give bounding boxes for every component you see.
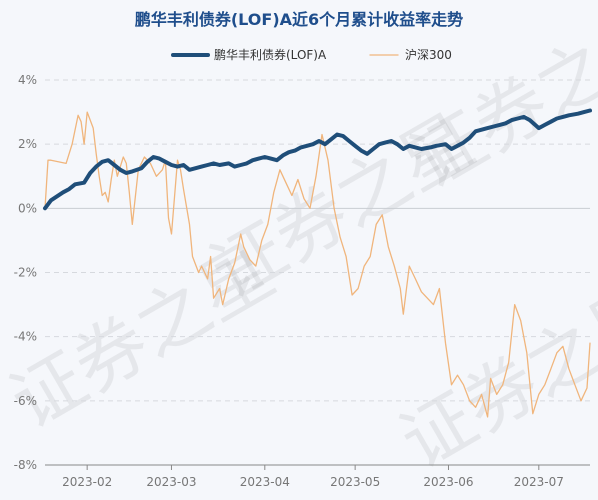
series-line-fund xyxy=(43,108,592,211)
x-tick-label: 2023-05 xyxy=(330,475,380,489)
y-tick-label: -8% xyxy=(14,458,37,472)
x-tick-label: 2023-02 xyxy=(62,475,112,489)
legend-label: 鹏华丰利债券(LOF)A xyxy=(214,47,327,62)
y-tick-label: 2% xyxy=(18,137,37,151)
legend-label: 沪深300 xyxy=(405,48,452,62)
x-tick-label: 2023-06 xyxy=(423,475,473,489)
watermark-text: 证券之星 xyxy=(397,0,598,205)
y-tick-label: -6% xyxy=(14,394,37,408)
y-tick-label: -2% xyxy=(14,266,37,280)
chart-title: 鹏华丰利债券(LOF)A近6个月累计收益率走势 xyxy=(134,10,464,29)
y-tick-label: 0% xyxy=(18,201,37,215)
x-tick-label: 2023-03 xyxy=(146,475,196,489)
watermark-text: 证券之星 xyxy=(387,268,598,485)
x-tick-label: 2023-07 xyxy=(514,475,564,489)
y-tick-label: 4% xyxy=(18,73,37,87)
x-tick-label: 2023-04 xyxy=(240,475,290,489)
y-tick-label: -4% xyxy=(14,330,37,344)
